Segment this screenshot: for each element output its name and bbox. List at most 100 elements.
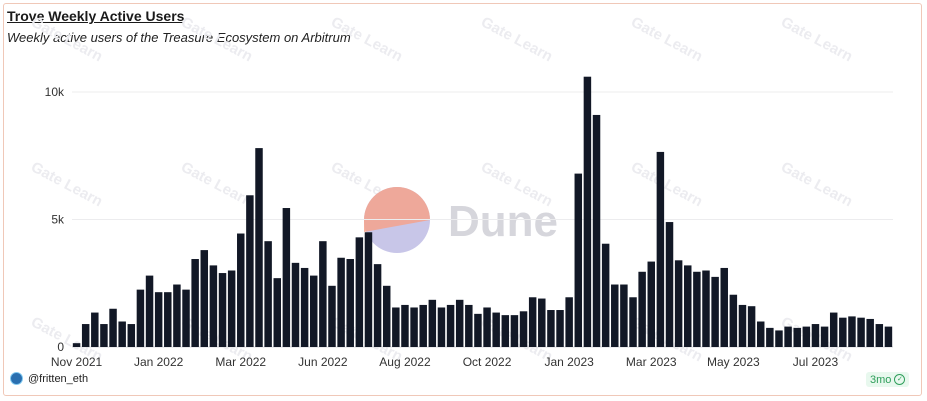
bar[interactable] [556, 310, 564, 347]
bar[interactable] [401, 304, 409, 347]
bar[interactable] [373, 264, 382, 348]
bar[interactable] [145, 275, 154, 347]
bar[interactable] [875, 324, 884, 347]
bar[interactable] [674, 260, 683, 347]
bar[interactable] [756, 321, 765, 348]
watermark-text: Gate Learn [628, 14, 705, 66]
bar[interactable] [154, 292, 163, 347]
y-tick-label: 10k [45, 85, 65, 99]
bar[interactable] [620, 284, 628, 347]
bar[interactable] [300, 267, 309, 347]
bar[interactable] [538, 298, 546, 347]
bar[interactable] [410, 307, 418, 347]
bar[interactable] [747, 306, 756, 347]
bar[interactable] [738, 304, 747, 347]
bar[interactable] [355, 237, 364, 347]
bar[interactable] [611, 284, 619, 347]
author-link[interactable]: @fritten_eth [10, 372, 88, 385]
bar[interactable] [182, 289, 190, 348]
bar[interactable] [766, 327, 774, 348]
bar[interactable] [255, 148, 263, 347]
bar[interactable] [884, 326, 893, 347]
bar[interactable] [428, 299, 437, 347]
bar[interactable] [218, 273, 227, 347]
x-tick-label: Jun 2022 [298, 355, 348, 369]
bar[interactable] [775, 330, 783, 347]
bar[interactable] [793, 327, 801, 348]
bar[interactable] [246, 195, 254, 347]
bar[interactable] [528, 297, 537, 347]
bar[interactable] [492, 312, 500, 347]
bar[interactable] [291, 262, 300, 347]
bar[interactable] [118, 321, 126, 348]
bar[interactable] [501, 315, 510, 348]
bar[interactable] [392, 307, 400, 347]
bar[interactable] [72, 343, 81, 347]
bar[interactable] [629, 297, 637, 347]
bar[interactable] [173, 284, 181, 347]
bar[interactable] [337, 257, 345, 347]
bar[interactable] [209, 265, 218, 347]
bar[interactable] [693, 271, 701, 347]
bar[interactable] [282, 208, 291, 347]
bar[interactable] [820, 326, 829, 347]
freshness-badge[interactable]: 3mo ✓ [866, 372, 910, 387]
bar[interactable] [164, 292, 172, 347]
bar[interactable] [91, 312, 99, 347]
bar[interactable] [200, 250, 209, 347]
bar[interactable] [310, 275, 318, 347]
bar[interactable] [684, 265, 692, 347]
dune-wordmark: Dune [448, 197, 558, 246]
bar[interactable] [574, 173, 583, 347]
bar[interactable] [656, 151, 665, 347]
bar[interactable] [127, 324, 136, 347]
bar[interactable] [848, 316, 856, 347]
bar[interactable] [839, 317, 847, 347]
bar[interactable] [519, 311, 528, 347]
watermark-text: Gate Learn [178, 159, 255, 211]
bar[interactable] [465, 304, 473, 347]
bar[interactable] [720, 267, 728, 347]
bar[interactable] [702, 270, 710, 348]
bar[interactable] [547, 310, 555, 347]
bar[interactable] [455, 299, 464, 347]
bar[interactable] [382, 285, 391, 347]
chart-title[interactable]: Trove Weekly Active Users [7, 8, 185, 24]
bar[interactable] [273, 278, 281, 347]
bar[interactable] [647, 261, 655, 347]
bar[interactable] [136, 289, 145, 348]
bar[interactable] [109, 308, 117, 347]
bar[interactable] [364, 232, 373, 347]
bar[interactable] [829, 312, 838, 347]
bar[interactable] [319, 241, 327, 347]
bar[interactable] [665, 222, 674, 347]
bar[interactable] [328, 285, 336, 347]
bar[interactable] [601, 243, 610, 347]
bar[interactable] [446, 304, 455, 347]
bar[interactable] [419, 304, 427, 347]
bar[interactable] [592, 114, 601, 347]
bar[interactable] [711, 276, 719, 348]
bar[interactable] [264, 241, 272, 347]
bar[interactable] [638, 271, 646, 347]
bar[interactable] [510, 315, 519, 348]
bar[interactable] [474, 313, 482, 347]
bar[interactable] [227, 270, 236, 348]
bar[interactable] [857, 317, 865, 347]
bar[interactable] [866, 318, 874, 347]
bar[interactable] [100, 324, 108, 347]
bar[interactable] [729, 294, 738, 347]
bar[interactable] [565, 297, 573, 347]
bar[interactable] [483, 307, 491, 347]
bar[interactable] [237, 233, 245, 347]
bar[interactable] [784, 326, 792, 347]
bar[interactable] [802, 326, 811, 347]
bar[interactable] [346, 259, 354, 347]
bar[interactable] [81, 324, 90, 347]
watermark-text: Gate Learn [28, 14, 105, 66]
bar[interactable] [811, 324, 820, 347]
bar[interactable] [437, 307, 446, 347]
bar[interactable] [583, 76, 592, 347]
bar[interactable] [191, 259, 199, 347]
